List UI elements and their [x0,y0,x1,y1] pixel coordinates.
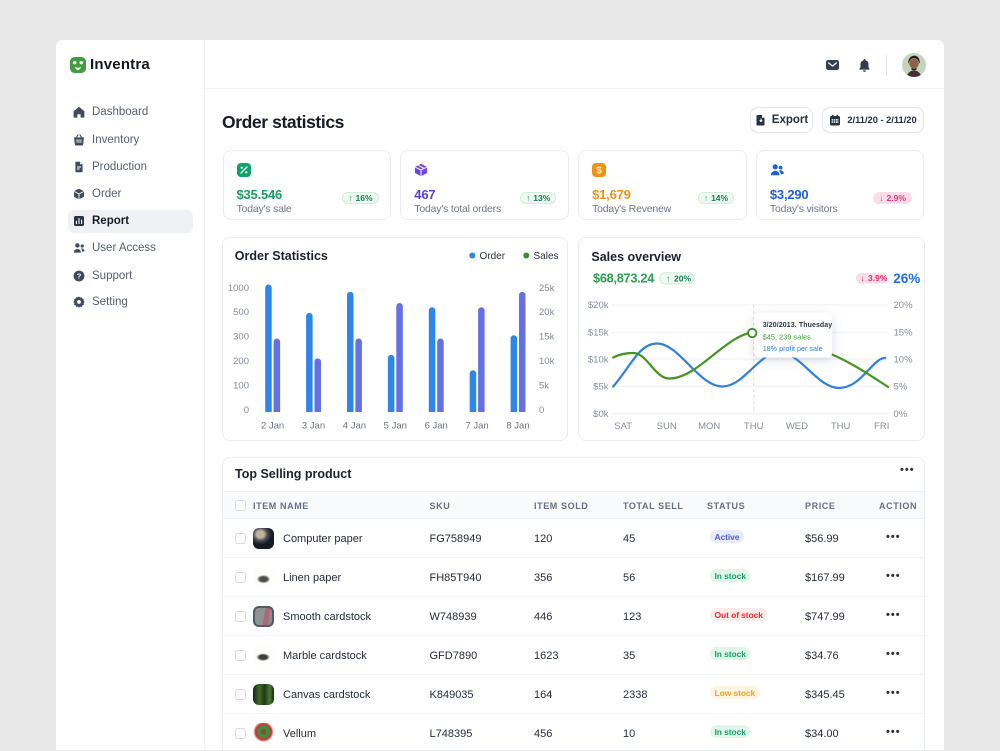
svg-text:20%: 20% [893,300,913,311]
svg-text:10k: 10k [539,356,555,367]
svg-text:0: 0 [244,404,249,415]
svg-text:Sales overview: Sales overview [591,250,681,264]
svg-text:200: 200 [233,356,249,367]
svg-text:20k: 20k [539,307,555,318]
svg-text:WED: WED [786,420,808,431]
svg-text:20%: 20% [674,273,691,283]
svg-text:$10k: $10k [588,354,609,365]
svg-text:$: $ [596,165,602,176]
svg-text:26%: 26% [893,270,920,285]
svg-text:Order: Order [480,251,506,262]
svg-text:1000: 1000 [228,282,249,293]
svg-text:300: 300 [233,331,249,342]
svg-text:6 Jan: 6 Jan [425,420,448,431]
svg-text:$5k: $5k [593,381,609,392]
svg-text:4 Jan: 4 Jan [343,420,366,431]
svg-text:3/20/2013. Thuesday: 3/20/2013. Thuesday [762,321,832,328]
svg-text:Sales: Sales [534,251,559,262]
svg-text:FRI: FRI [874,420,889,431]
svg-text:5k: 5k [539,380,549,391]
svg-text:3.9%: 3.9% [868,273,888,283]
svg-text:THU: THU [744,420,764,431]
svg-text:15k: 15k [539,331,555,342]
svg-text:$45, 239 sales: $45, 239 sales [762,332,810,341]
svg-text:0%: 0% [893,409,907,420]
svg-text:2 Jan: 2 Jan [261,420,284,431]
svg-text:$68,873.24: $68,873.24 [593,270,655,285]
svg-text:10%: 10% [893,354,913,365]
svg-text:18% profit per sale: 18% profit per sale [762,344,822,353]
svg-text:0: 0 [539,404,544,415]
svg-text:5%: 5% [893,381,907,392]
svg-text:↓: ↓ [860,273,864,283]
svg-text:SAT: SAT [614,420,632,431]
svg-text:3 Jan: 3 Jan [302,420,325,431]
svg-text:SUN: SUN [656,420,676,431]
svg-text:8 Jan: 8 Jan [507,420,530,431]
svg-text:$0k: $0k [593,409,609,420]
svg-text:25k: 25k [539,282,555,293]
svg-text:$20k: $20k [588,300,609,311]
svg-text:7 Jan: 7 Jan [466,420,489,431]
svg-text:MON: MON [698,420,720,431]
svg-text:↑: ↑ [666,273,670,283]
svg-text:Order Statistics: Order Statistics [235,249,328,263]
svg-text:?: ? [77,271,82,280]
svg-text:THU: THU [831,420,851,431]
svg-text:5 Jan: 5 Jan [384,420,407,431]
svg-text:$15k: $15k [588,327,609,338]
svg-text:15%: 15% [893,327,913,338]
svg-text:100: 100 [233,380,249,391]
svg-text:500: 500 [233,307,249,318]
